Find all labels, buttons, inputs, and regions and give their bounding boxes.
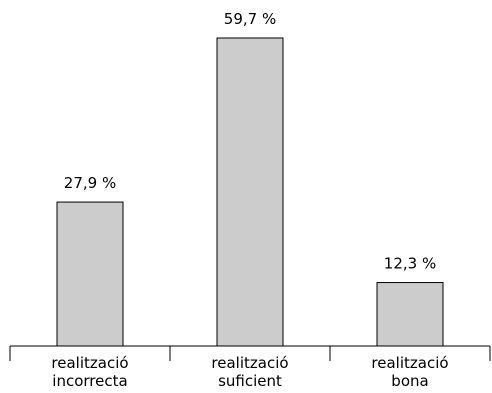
value-labels-group: 27,9 % 59,7 % 12,3 % [64, 10, 436, 273]
bar [56, 201, 124, 347]
bar [376, 282, 444, 347]
bar-value-label: 59,7 % [224, 10, 276, 28]
category-labels-group: realitzacióincorrectarealitzaciósuficien… [51, 354, 448, 390]
bars-group [56, 37, 444, 347]
category-label: incorrecta [52, 372, 127, 390]
bar-value-label: 12,3 % [384, 255, 436, 273]
category-label: realització [371, 354, 448, 372]
category-label: bona [391, 372, 428, 390]
category-label: realització [51, 354, 128, 372]
bar [216, 37, 284, 347]
category-label: realització [211, 354, 288, 372]
x-axis-ticks-group [9, 346, 491, 361]
bar-value-label: 27,9 % [64, 174, 116, 192]
category-label: suficient [218, 372, 282, 390]
